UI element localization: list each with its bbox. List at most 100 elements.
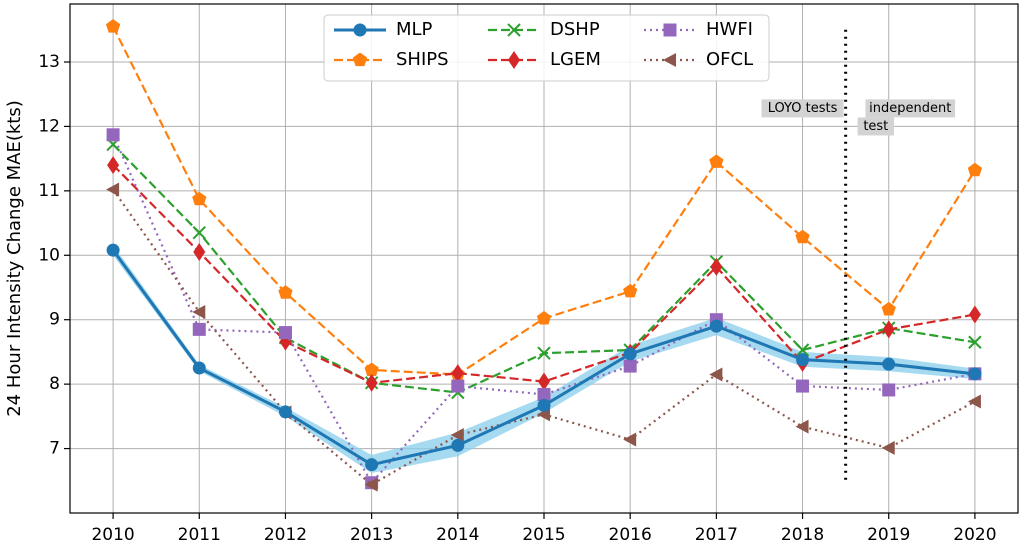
x-tick-label: 2011	[178, 525, 221, 545]
y-axis-label: 24 Hour Intensity Change MAE(kts)	[4, 100, 25, 417]
mlp-point	[623, 347, 637, 361]
x-tick-label: 2014	[436, 525, 479, 545]
ships-point	[795, 229, 810, 244]
ships-point	[881, 301, 896, 316]
mlp-point	[709, 319, 723, 333]
annotation-text: test	[863, 119, 888, 134]
legend-marker	[353, 23, 367, 37]
legend-marker	[663, 23, 677, 37]
x-tick-label: 2018	[781, 525, 824, 545]
series-mlp	[106, 243, 982, 472]
ofcl-point	[364, 477, 378, 492]
legend-item-ofcl: OFCL	[644, 49, 753, 70]
legend-marker	[507, 23, 521, 37]
mlp-point	[278, 405, 292, 419]
series-ofcl	[106, 182, 981, 492]
lgem-point	[968, 305, 981, 324]
dshp-point	[537, 346, 551, 360]
legend-label: OFCL	[706, 49, 753, 70]
dshp-point	[192, 226, 206, 240]
ships-point	[192, 191, 207, 206]
legend-marker	[663, 53, 676, 67]
legend-item-lgem: LGEM	[488, 49, 601, 70]
legend-label: SHIPS	[396, 49, 449, 70]
x-tick-label: 2010	[91, 525, 134, 545]
y-tick-label: 10	[38, 245, 60, 265]
legend-box	[323, 14, 770, 82]
x-tick-label: 2016	[609, 525, 652, 545]
lgem-point	[365, 373, 378, 392]
y-tick-label: 7	[49, 439, 60, 459]
ships-point	[105, 19, 121, 33]
dshp-point-stroke	[795, 343, 810, 357]
mlp-point	[365, 458, 379, 472]
mlp-point	[192, 361, 206, 375]
ships-point	[967, 162, 983, 177]
annotation-box	[857, 117, 894, 136]
legend-item-mlp: MLP	[334, 19, 433, 40]
annotation-box	[865, 99, 956, 118]
y-tick-label: 8	[49, 374, 60, 394]
annotation-2: test	[857, 117, 894, 136]
legend-marker	[352, 52, 368, 67]
ships-point	[278, 285, 293, 299]
annotation-0: LOYO tests	[761, 99, 844, 118]
dshp-point	[968, 335, 982, 349]
annotation-1: independent	[865, 99, 956, 118]
series-ships	[105, 19, 983, 381]
hwfi-point	[537, 387, 551, 401]
legend-item-dshp: DSHP	[488, 19, 600, 40]
annotation-text: independent	[869, 101, 951, 116]
lgem-point	[710, 257, 723, 276]
dshp-point-stroke	[968, 335, 982, 349]
y-tick-label: 12	[38, 116, 60, 136]
ofcl-point	[881, 440, 895, 455]
dshp-point-stroke	[192, 226, 206, 240]
hwfi-point	[278, 326, 292, 340]
series-lgem	[107, 156, 981, 392]
ofcl-point	[192, 304, 206, 319]
legend-label: HWFI	[706, 19, 753, 40]
lgem-point	[107, 156, 120, 175]
mlp-point	[968, 367, 982, 381]
ships-point	[709, 154, 724, 168]
x-tick-label: 2015	[522, 525, 565, 545]
ofcl-point	[795, 419, 809, 434]
x-tick-label: 2019	[867, 525, 910, 545]
lgem-point	[451, 364, 464, 383]
mlp-point	[106, 243, 120, 257]
annotation-box	[761, 99, 844, 118]
hwfi-line	[112, 134, 976, 485]
hwfi-point	[451, 379, 465, 393]
ofcl-point	[967, 394, 981, 409]
ships-point	[364, 362, 379, 377]
ships-point	[536, 310, 552, 325]
dshp-point-stroke	[537, 346, 551, 360]
lgem-point	[882, 320, 895, 339]
mlp-point	[537, 398, 551, 412]
hwfi-point	[882, 383, 896, 397]
ofcl-point	[709, 367, 723, 382]
mlp-point	[882, 357, 896, 371]
ofcl-point	[106, 182, 120, 197]
annotation-text: LOYO tests	[768, 101, 838, 116]
legend-label: MLP	[396, 19, 433, 40]
hwfi-point	[796, 379, 810, 393]
y-tick-label: 9	[49, 310, 60, 330]
legend: MLP SHIPS DSHP LGEM HWFI OFCL	[323, 14, 770, 82]
x-tick-label: 2013	[350, 525, 393, 545]
y-tick-label: 13	[38, 52, 60, 72]
mlp-point	[451, 438, 465, 452]
x-tick-label: 2012	[264, 525, 307, 545]
legend-item-ships: SHIPS	[334, 49, 449, 70]
ships-point	[623, 283, 638, 298]
legend-label: DSHP	[550, 19, 600, 40]
ofcl-point	[623, 432, 637, 447]
x-tick-label: 2020	[953, 525, 996, 545]
legend-marker	[508, 51, 520, 69]
lgem-point	[538, 372, 550, 391]
hwfi-point	[192, 322, 206, 336]
hwfi-point	[623, 359, 637, 373]
